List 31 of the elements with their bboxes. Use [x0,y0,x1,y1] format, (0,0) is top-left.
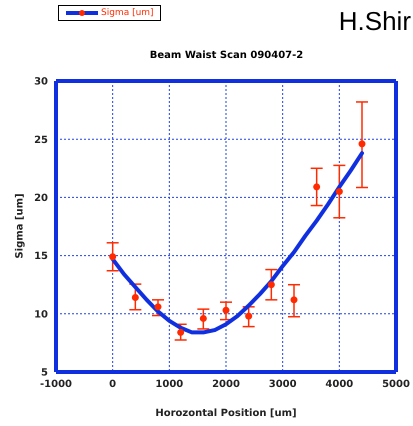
x-tick-label: 3000 [268,379,297,390]
x-tick-label: 5000 [382,379,410,390]
y-tick-label: 10 [34,309,48,320]
y-tick-label: 20 [34,192,48,204]
point [132,294,139,302]
point [358,140,366,148]
point [109,253,116,260]
point [268,281,275,288]
x-tick-label: 2000 [212,379,240,390]
point [177,328,184,336]
y-tick-label: 30 [34,76,48,88]
x-tick-label: -1000 [40,379,72,390]
line-series [110,151,364,334]
legend-label: Sigma [um] [101,8,154,18]
chart-title: Beam Waist Scan 090407-2 [148,50,304,61]
point [313,183,320,190]
x-tick-label: 4000 [325,379,354,390]
point [290,296,298,304]
point [154,303,162,310]
x-axis-title: Horozontal Position [um] [155,408,297,419]
y-tick-label: 5 [41,368,48,379]
y-axis-title: Sigma [um] [14,193,26,259]
y-tick-label: 15 [34,251,48,262]
x-tick-label: 1000 [155,379,184,390]
point [245,312,252,320]
x-tick-label: 0 [109,379,116,390]
point [222,306,230,314]
point [336,188,343,196]
text: H.Shir [338,6,411,37]
point [200,314,207,322]
y-tick-label: 25 [34,134,48,146]
